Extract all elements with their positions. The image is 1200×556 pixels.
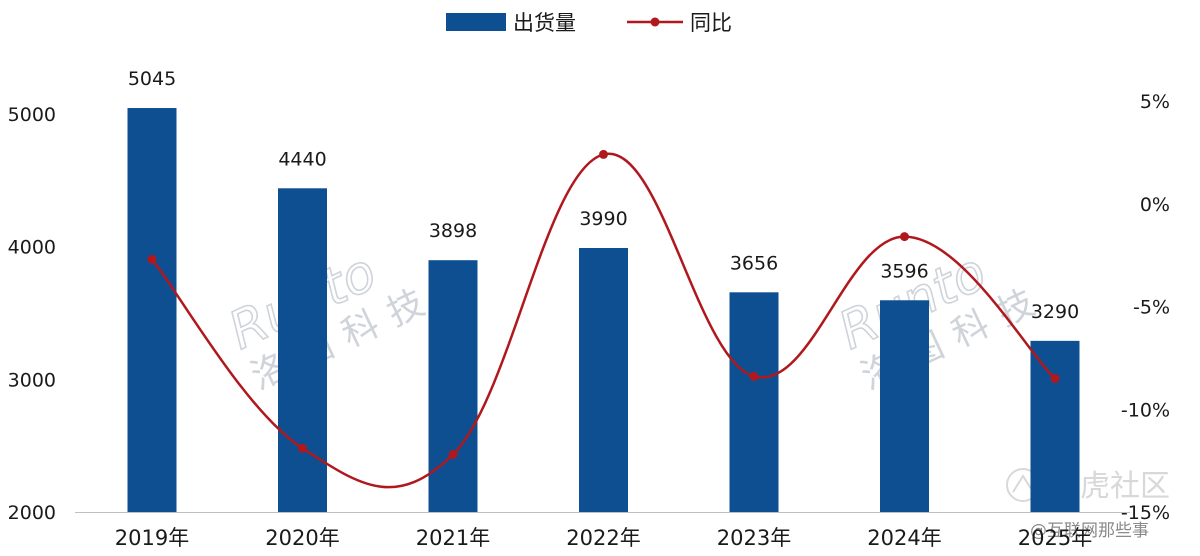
bar-data-label: 5045 — [128, 68, 176, 90]
x-tick-label: 2021年 — [416, 526, 490, 550]
legend-label-bar: 出货量 — [513, 11, 576, 35]
y-right-tick-label: -10% — [1121, 399, 1170, 421]
line-point — [147, 254, 157, 264]
line-point — [900, 232, 909, 242]
y-right-tick-label: 5% — [1140, 91, 1170, 113]
bar-data-label: 3290 — [1031, 301, 1079, 323]
bar — [127, 108, 177, 512]
bar-data-label: 4440 — [278, 148, 326, 170]
y-right-tick-label: -15% — [1121, 502, 1170, 524]
bar-data-label: 3898 — [429, 220, 477, 242]
y-left-tick-label: 2000 — [8, 502, 56, 524]
line-point — [1050, 373, 1060, 383]
bar — [428, 260, 478, 512]
watermark-group: Runto 洛图科技 Runto 洛图科技 老虎社区 @互联网那些事 — [219, 241, 1170, 541]
legend: 出货量 同比 — [446, 11, 732, 35]
axes: 2019年 2020年 2021年 2022年 2023年 2024年 2025年 2000 3… — [8, 91, 1170, 550]
y-right-tick-label: -5% — [1133, 297, 1170, 319]
line-point — [749, 371, 759, 381]
bar — [278, 188, 327, 512]
x-tick-label: 2019年 — [115, 526, 189, 550]
line-series — [147, 149, 1060, 489]
line-point — [448, 449, 458, 459]
y-left-tick-label: 4000 — [8, 237, 56, 259]
watermark-corner-sub: @互联网那些事 — [1030, 521, 1149, 541]
line-point — [599, 149, 608, 159]
x-tick-label: 2022年 — [566, 526, 640, 550]
bar-data-label: 3596 — [880, 260, 928, 282]
bar — [579, 247, 628, 512]
y-right-tick-label: 0% — [1140, 194, 1170, 216]
bar-data-label: 3656 — [730, 252, 778, 274]
bar — [880, 300, 929, 512]
y-left-tick-label: 3000 — [8, 369, 56, 391]
bar — [729, 292, 779, 512]
x-tick-label: 2025年 — [1018, 526, 1092, 550]
legend-bar-swatch — [446, 13, 506, 31]
legend-line-marker — [650, 17, 660, 27]
line-point — [298, 443, 307, 453]
x-tick-label: 2024年 — [867, 526, 941, 550]
legend-label-line: 同比 — [690, 11, 732, 35]
bar-data-label: 3990 — [579, 208, 627, 230]
x-tick-label: 2023年 — [717, 526, 791, 550]
x-tick-label: 2020年 — [265, 526, 339, 550]
y-left-tick-label: 5000 — [8, 104, 56, 126]
bar — [1030, 340, 1080, 512]
